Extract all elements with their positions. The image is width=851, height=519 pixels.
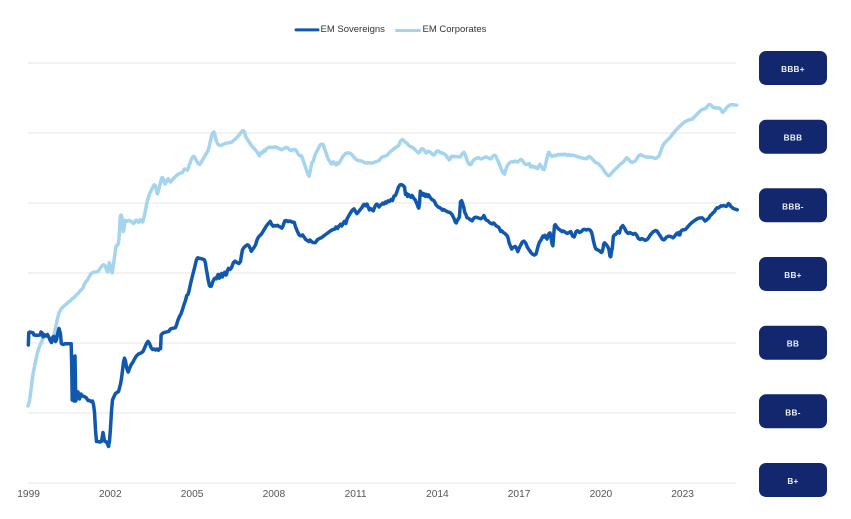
svg-text:BB-: BB- [785,408,800,417]
svg-text:2008: 2008 [263,489,286,500]
svg-text:1999: 1999 [17,489,40,500]
svg-text:EM Sovereigns: EM Sovereigns [321,24,386,35]
svg-text:2020: 2020 [590,489,613,500]
svg-text:BBB+: BBB+ [781,65,805,74]
svg-text:B+: B+ [787,477,798,486]
svg-text:BBB-: BBB- [782,202,804,211]
svg-text:2011: 2011 [345,489,367,500]
svg-text:2005: 2005 [181,489,204,500]
svg-text:BB+: BB+ [784,271,802,280]
svg-text:2002: 2002 [99,489,122,500]
svg-text:2014: 2014 [426,489,449,500]
svg-text:2023: 2023 [671,489,694,500]
svg-text:2017: 2017 [508,489,531,500]
svg-text:EM Corporates: EM Corporates [423,24,487,35]
svg-text:BBB: BBB [784,134,803,143]
svg-text:BB: BB [787,340,799,349]
